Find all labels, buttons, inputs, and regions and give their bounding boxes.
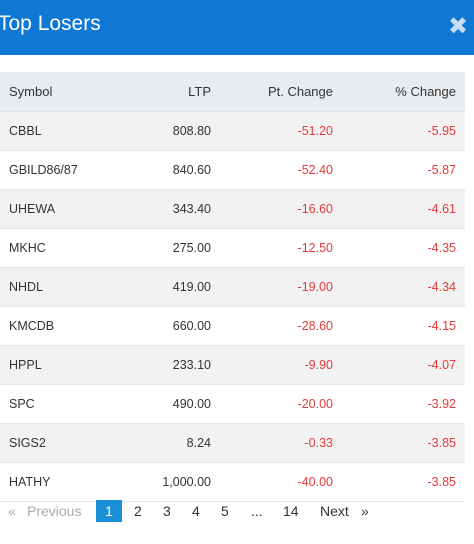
cell-symbol: UHEWA [0,189,120,229]
cell-ltp: 808.80 [120,111,220,151]
cell-pct-change: -4.34 [342,267,465,307]
cell-pt-change: -20.00 [220,384,342,424]
table-row[interactable]: CBBL 808.80 -51.20 -5.95 [0,111,465,151]
next-arrow-icon[interactable]: » [361,503,369,519]
cell-ltp: 490.00 [120,384,220,424]
cell-symbol: SPC [0,384,120,424]
cell-symbol: HPPL [0,345,120,385]
cell-symbol: HATHY [0,462,120,502]
page-button-1[interactable]: 1 [96,500,122,522]
cell-symbol: GBILD86/87 [0,150,120,190]
column-header-symbol[interactable]: Symbol [0,72,120,112]
cell-symbol: SIGS2 [0,423,120,463]
cell-symbol: KMCDB [0,306,120,346]
prev-arrow-icon: « [8,503,16,519]
cell-symbol: NHDL [0,267,120,307]
cell-pct-change: -4.35 [342,228,465,268]
cell-symbol: MKHC [0,228,120,268]
table-row[interactable]: MKHC 275.00 -12.50 -4.35 [0,228,465,268]
page-ellipsis: ... [251,503,263,519]
cell-pt-change: -9.90 [220,345,342,385]
previous-button: Previous [27,503,82,519]
table-body: CBBL 808.80 -51.20 -5.95 GBILD86/87 840.60 -52… [0,111,465,502]
cell-ltp: 419.00 [120,267,220,307]
table-row[interactable]: NHDL 419.00 -19.00 -4.34 [0,267,465,307]
cell-pct-change: -4.15 [342,306,465,346]
cell-pct-change: -4.61 [342,189,465,229]
dialog-title: Top Losers [0,12,101,35]
table-row[interactable]: SPC 490.00 -20.00 -3.92 [0,384,465,424]
table-row[interactable]: HATHY 1,000.00 -40.00 -3.85 [0,462,465,502]
next-button[interactable]: Next [320,503,349,519]
cell-pt-change: -28.60 [220,306,342,346]
losers-table: Symbol LTP Pt. Change % Change CBBL 808.8… [0,72,465,502]
cell-pt-change: -12.50 [220,228,342,268]
page-button-2[interactable]: 2 [134,503,142,519]
page-button-4[interactable]: 4 [192,503,200,519]
cell-ltp: 343.40 [120,189,220,229]
cell-pt-change: -52.40 [220,150,342,190]
cell-pt-change: -16.60 [220,189,342,229]
column-header-pt-change[interactable]: Pt. Change [220,72,342,112]
cell-pct-change: -4.07 [342,345,465,385]
table-row[interactable]: UHEWA 343.40 -16.60 -4.61 [0,189,465,229]
cell-pct-change: -5.87 [342,150,465,190]
cell-pt-change: -19.00 [220,267,342,307]
table-row[interactable]: GBILD86/87 840.60 -52.40 -5.87 [0,150,465,190]
cell-pt-change: -40.00 [220,462,342,502]
cell-ltp: 8.24 [120,423,220,463]
column-header-pct-change[interactable]: % Change [342,72,465,112]
table-header: Symbol LTP Pt. Change % Change [0,72,465,112]
cell-pt-change: -51.20 [220,111,342,151]
close-icon[interactable]: ✖ [448,12,469,40]
cell-pct-change: -3.85 [342,462,465,502]
cell-pct-change: -3.85 [342,423,465,463]
cell-ltp: 840.60 [120,150,220,190]
cell-pct-change: -5.95 [342,111,465,151]
page-button-3[interactable]: 3 [163,503,171,519]
cell-pt-change: -0.33 [220,423,342,463]
cell-symbol: CBBL [0,111,120,151]
cell-ltp: 1,000.00 [120,462,220,502]
dialog-header: Top Losers ✖ [0,0,474,55]
table-row[interactable]: HPPL 233.10 -9.90 -4.07 [0,345,465,385]
cell-ltp: 275.00 [120,228,220,268]
cell-pct-change: -3.92 [342,384,465,424]
column-header-ltp[interactable]: LTP [120,72,220,112]
table-row[interactable]: SIGS2 8.24 -0.33 -3.85 [0,423,465,463]
page-button-5[interactable]: 5 [221,503,229,519]
page-button-14[interactable]: 14 [283,503,299,519]
cell-ltp: 660.00 [120,306,220,346]
cell-ltp: 233.10 [120,345,220,385]
pagination: « Previous 1 2 3 4 5 ... 14 Next » [0,500,474,522]
table-row[interactable]: KMCDB 660.00 -28.60 -4.15 [0,306,465,346]
